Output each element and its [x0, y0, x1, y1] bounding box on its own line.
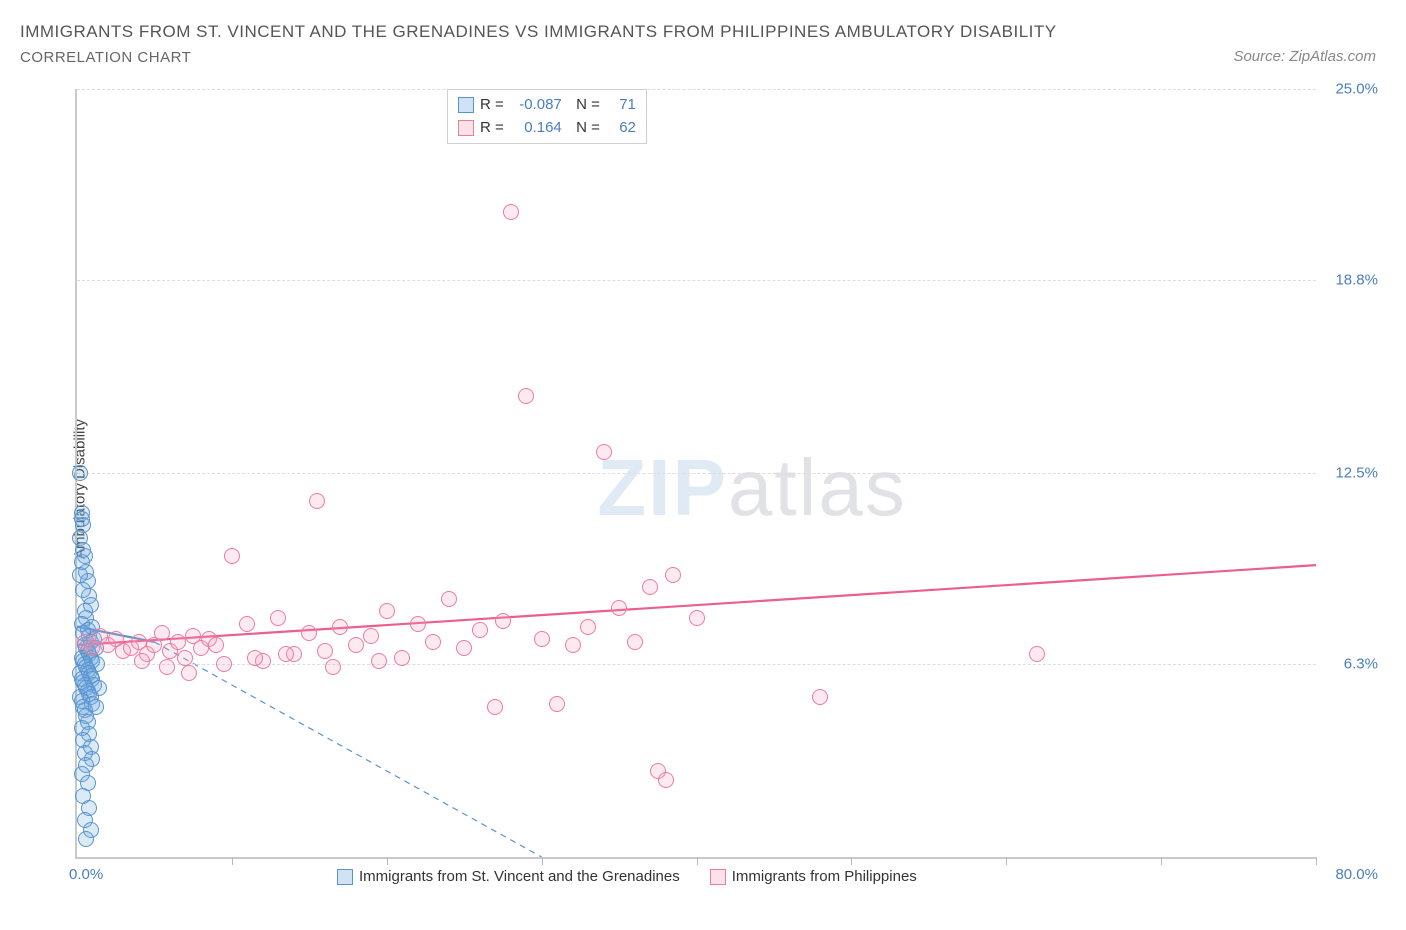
x-axis-max-label: 80.0% — [1335, 866, 1378, 883]
watermark: ZIPatlas — [597, 442, 906, 534]
data-point-pink — [224, 548, 240, 564]
data-point-pink — [348, 637, 364, 653]
stats-row-pink: R = 0.164 N = 62 — [458, 117, 636, 140]
x-tick — [1316, 857, 1317, 865]
x-tick — [697, 857, 698, 865]
r-label: R = — [480, 117, 504, 140]
data-point-pink — [410, 616, 426, 632]
data-point-pink — [472, 622, 488, 638]
data-point-pink — [177, 650, 193, 666]
data-point-pink — [580, 619, 596, 635]
stats-legend: R = -0.087 N = 71 R = 0.164 N = 62 — [447, 89, 647, 144]
data-point-pink — [379, 603, 395, 619]
data-point-blue — [72, 465, 88, 481]
data-point-pink — [170, 634, 186, 650]
data-point-blue — [75, 542, 91, 558]
n-value-blue: 71 — [606, 94, 636, 117]
data-point-pink — [487, 699, 503, 715]
data-point-pink — [208, 637, 224, 653]
data-point-pink — [596, 444, 612, 460]
legend-item-blue: Immigrants from St. Vincent and the Gren… — [337, 868, 680, 885]
data-point-pink — [181, 665, 197, 681]
data-point-pink — [239, 616, 255, 632]
n-value-pink: 62 — [606, 117, 636, 140]
data-point-pink — [216, 656, 232, 672]
data-point-pink — [159, 659, 175, 675]
data-point-pink — [363, 628, 379, 644]
data-point-blue — [74, 511, 90, 527]
swatch-blue-icon — [458, 97, 474, 113]
data-point-pink — [371, 653, 387, 669]
data-point-pink — [518, 388, 534, 404]
chart-area: Ambulatory Disability R = -0.087 N = 71 … — [20, 84, 1386, 894]
data-point-pink — [317, 643, 333, 659]
r-value-blue: -0.087 — [510, 94, 562, 117]
data-point-blue — [75, 582, 91, 598]
y-tick-label: 6.3% — [1344, 655, 1378, 672]
y-tick-label: 12.5% — [1335, 465, 1378, 482]
swatch-pink-icon — [458, 120, 474, 136]
stats-row-blue: R = -0.087 N = 71 — [458, 94, 636, 117]
data-point-pink — [309, 493, 325, 509]
data-point-pink — [278, 646, 294, 662]
n-label: N = — [568, 94, 600, 117]
data-point-pink — [1029, 646, 1045, 662]
chart-subtitle: CORRELATION CHART — [20, 49, 1386, 66]
data-point-pink — [441, 591, 457, 607]
x-tick — [232, 857, 233, 865]
chart-header: IMMIGRANTS FROM ST. VINCENT AND THE GREN… — [0, 0, 1406, 74]
x-axis-min-label: 0.0% — [69, 866, 103, 883]
y-tick-label: 18.8% — [1335, 271, 1378, 288]
y-tick-label: 25.0% — [1335, 81, 1378, 98]
data-point-pink — [325, 659, 341, 675]
data-point-pink — [154, 625, 170, 641]
data-point-blue — [78, 831, 94, 847]
gridline — [77, 473, 1316, 474]
chart-title: IMMIGRANTS FROM ST. VINCENT AND THE GREN… — [20, 18, 1386, 45]
data-point-pink — [503, 204, 519, 220]
data-point-pink — [658, 772, 674, 788]
legend-label-pink: Immigrants from Philippines — [732, 868, 917, 885]
legend-item-pink: Immigrants from Philippines — [710, 868, 917, 885]
data-point-pink — [534, 631, 550, 647]
data-point-pink — [425, 634, 441, 650]
data-point-blue — [72, 567, 88, 583]
n-label: N = — [568, 117, 600, 140]
data-point-pink — [549, 696, 565, 712]
r-value-pink: 0.164 — [510, 117, 562, 140]
plot-region: R = -0.087 N = 71 R = 0.164 N = 62 ZIPat… — [75, 89, 1316, 859]
data-point-pink — [247, 650, 263, 666]
swatch-pink-icon — [710, 869, 726, 885]
data-point-pink — [456, 640, 472, 656]
chart-source: Source: ZipAtlas.com — [1233, 48, 1376, 65]
data-point-pink — [689, 610, 705, 626]
data-point-pink — [642, 579, 658, 595]
data-point-pink — [611, 600, 627, 616]
gridline — [77, 89, 1316, 90]
data-point-pink — [665, 567, 681, 583]
data-point-pink — [812, 689, 828, 705]
x-tick — [1006, 857, 1007, 865]
data-point-pink — [627, 634, 643, 650]
x-tick — [387, 857, 388, 865]
data-point-pink — [134, 653, 150, 669]
x-tick — [1161, 857, 1162, 865]
data-point-pink — [394, 650, 410, 666]
x-tick — [542, 857, 543, 865]
legend-label-blue: Immigrants from St. Vincent and the Gren… — [359, 868, 680, 885]
series-legend: Immigrants from St. Vincent and the Gren… — [337, 868, 917, 885]
x-tick — [851, 857, 852, 865]
data-point-pink — [495, 613, 511, 629]
swatch-blue-icon — [337, 869, 353, 885]
data-point-pink — [565, 637, 581, 653]
data-point-pink — [270, 610, 286, 626]
data-point-pink — [301, 625, 317, 641]
data-point-pink — [332, 619, 348, 635]
r-label: R = — [480, 94, 504, 117]
gridline — [77, 280, 1316, 281]
